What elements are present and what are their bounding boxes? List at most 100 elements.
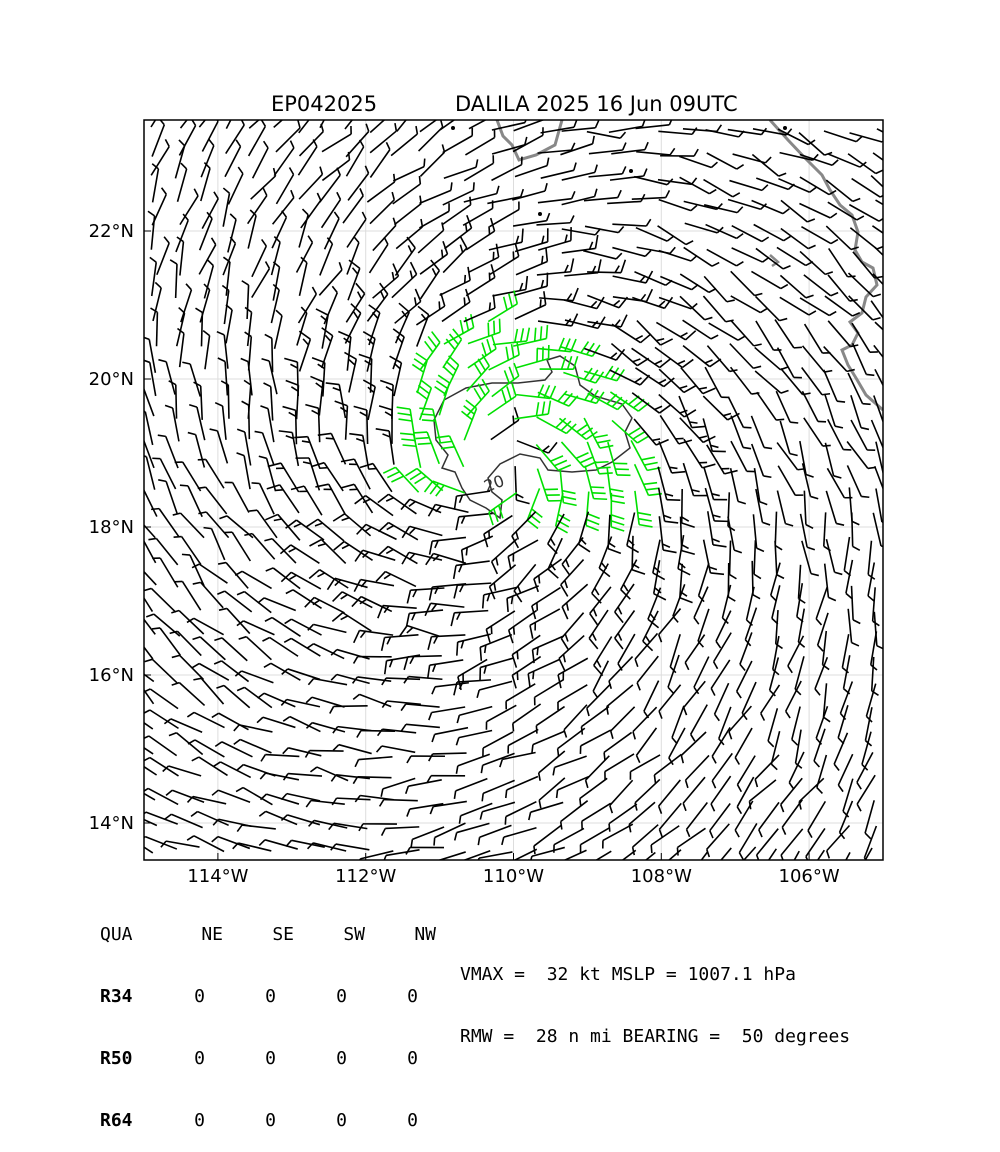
wind-barb [636,228,674,241]
wind-barb [560,136,594,155]
wind-barb [432,728,468,742]
wind-barb [300,124,324,156]
wind-barb [345,304,360,344]
wind-barb [382,827,420,836]
wind-barb [158,435,178,468]
wind-barb [326,383,346,418]
wind-barb [707,824,730,857]
wind-barb [212,713,249,729]
wind-barb [236,788,272,805]
wind-barb [768,708,777,746]
wind-barb [654,754,681,783]
wind-barb [222,285,228,324]
wind-barb [612,219,650,226]
wind-barb [419,203,449,228]
wind-barb [800,441,814,477]
wind-barb [174,581,200,610]
wind-barb [715,683,729,720]
wind-barb [172,655,204,679]
wind-barb [516,248,547,275]
wind-barb [612,420,649,443]
wind-barb [613,289,652,301]
wind-barb [824,370,845,402]
wind-barb [680,564,693,603]
rmw-bearing-line: RMW = 28 n mi BEARING = 50 degrees [460,1027,850,1047]
wind-barb [853,343,875,375]
wind-barb [799,778,824,809]
wind-barb [322,152,349,181]
wind-barb [477,681,512,697]
wind-barb [515,291,546,319]
wind-barb [124,632,152,659]
wind-barb [378,494,417,514]
wind-barb [443,356,458,396]
wind-barb [370,237,388,273]
wind-barb [284,638,320,656]
wind-barb [463,200,493,225]
wind-barb [852,586,861,624]
wind-barb [144,588,176,612]
r50-nw: 0 [347,1049,418,1069]
wind-barb [322,126,351,152]
col-header-nw: NW [365,925,436,945]
wind-barb [651,826,679,853]
wind-barb [875,247,907,271]
wind-barb [655,347,693,367]
wind-barb [637,247,676,253]
wind-radii-row-r50: R50 0 0 0 0 [100,1049,436,1069]
wind-barb [719,707,731,745]
wind-barb [218,563,248,589]
wind-barb [355,496,393,516]
wind-barb [175,140,184,178]
wind-barb [582,851,611,877]
wind-barb [517,441,557,453]
wind-barb [264,383,273,421]
wind-barb [677,828,705,855]
wind-barb [462,400,477,440]
wind-barb [609,119,645,132]
wind-barb [221,381,229,419]
wind-barb [486,705,516,729]
wind-barb [562,584,587,619]
wind-barb [391,126,417,156]
wind-barb [776,391,798,423]
wind-barb [381,778,415,796]
wind-barb [203,331,209,370]
wind-barb [318,433,346,464]
wind-barb [871,176,903,199]
wind-barb [827,825,850,858]
wind-barb [118,710,153,729]
wind-barb [299,167,322,200]
wind-barb [255,431,274,465]
wind-barb [320,91,336,128]
wind-barb [490,202,519,227]
wind-barb [583,251,622,259]
wind-barb [580,778,607,806]
wind-barb [680,418,716,443]
wind-barb [310,767,348,781]
wind-barb [876,200,912,217]
r50-sw: 0 [276,1049,347,1069]
wind-barb [118,735,153,754]
wind-barb [480,802,515,819]
wind-barb [393,176,421,204]
wind-barb [188,740,224,757]
wind-barb [707,249,744,265]
wind-barb [508,540,538,570]
wind-barb [344,352,356,392]
wind-barb [687,803,708,837]
wind-barb [827,468,852,497]
lat-tick-label: 22°N [89,221,134,242]
row-label-r50: R50 [100,1049,160,1069]
wind-barb [430,537,466,554]
wind-barb [401,724,439,731]
wind-barb [780,297,816,315]
wind-barb [225,140,240,177]
wind-barb [825,394,843,428]
wind-barb [385,655,420,674]
wind-barb [562,235,598,253]
wind-barb [637,656,658,690]
wind-barb [514,564,536,602]
wind-barb [367,174,394,202]
